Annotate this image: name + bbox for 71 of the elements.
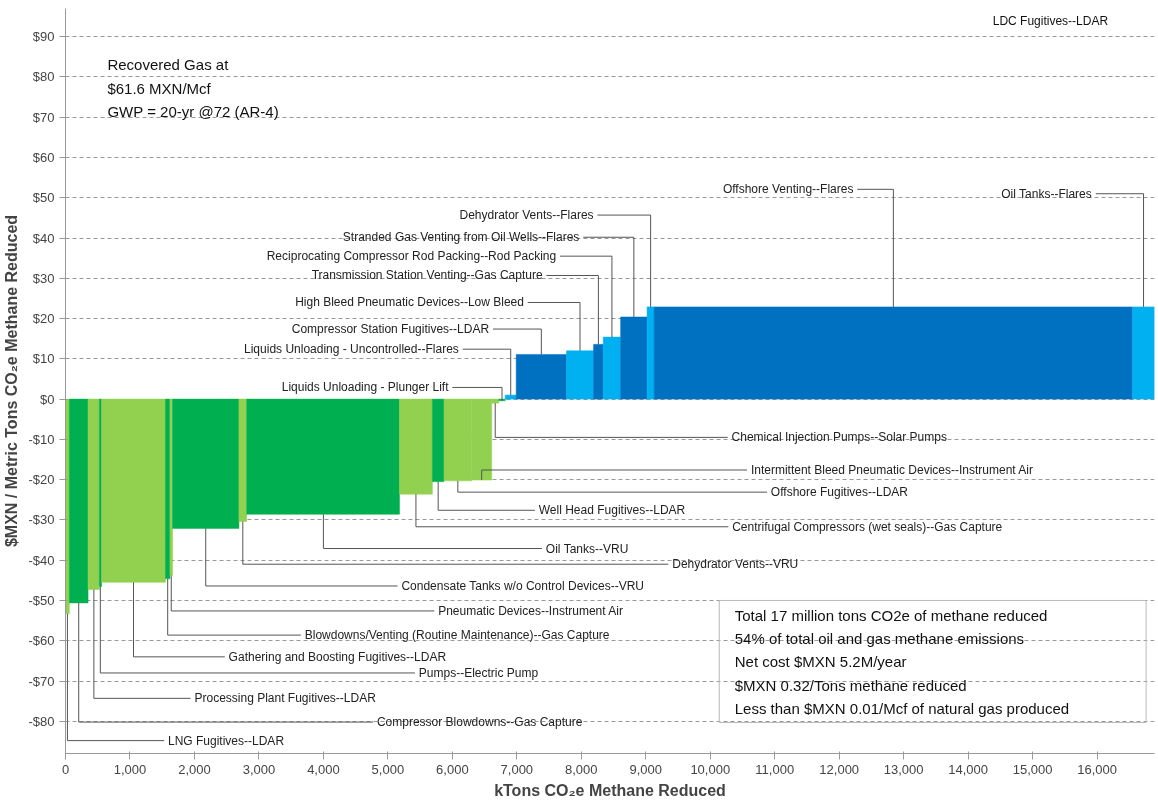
y-tick-label: -$80 — [28, 713, 55, 729]
y-tick-label: $0 — [40, 391, 55, 407]
y-tick-label: -$70 — [28, 673, 55, 689]
annotation: Pneumatic Devices--Instrument Air — [438, 603, 623, 618]
annotation: High Bleed Pneumatic Devices--Low Bleed — [295, 295, 524, 310]
x-tick-label: 0 — [61, 761, 70, 777]
y-tick-label: $80 — [32, 69, 55, 85]
annotation: Reciprocating Compressor Rod Packing--Rod Packing — [266, 249, 557, 264]
annotation: Net cost $MXN 5.2M/year — [734, 653, 907, 671]
annotation: Well Head Fugitives--LDAR — [538, 503, 686, 518]
x-tick-label: 14,000 — [948, 761, 989, 777]
annotation: Centrifugal Compressors (wet seals)--Gas Capture — [732, 519, 1003, 534]
x-tick-label: 16,000 — [1077, 761, 1117, 777]
annotation: Processing Plant Fugitives--LDAR — [194, 691, 377, 706]
annotation: Condensate Tanks w/o Control Devices--VRU — [401, 578, 644, 593]
x-tick-label: 7,000 — [500, 761, 534, 777]
annotation: Liquids Unloading - Uncontrolled--Flares — [244, 342, 459, 357]
y-tick-label: -$10 — [28, 431, 55, 447]
y-tick-label: $20 — [32, 311, 55, 327]
y-tick-label: $50 — [32, 190, 55, 206]
x-tick-label: 8,000 — [565, 761, 598, 777]
annotation: GWP = 20-yr @72 (AR-4) — [107, 103, 279, 121]
annotation: Dehydrator Vents--VRU — [672, 557, 799, 572]
y-tick-label: -$30 — [28, 512, 55, 528]
y-tick-label: -$40 — [28, 552, 55, 568]
x-tick-label: 15,000 — [1012, 761, 1053, 777]
y-tick-label: -$60 — [28, 633, 55, 649]
x-axis-title: kTons CO₂e Methane Reduced — [494, 781, 726, 799]
x-tick-label: 13,000 — [883, 761, 924, 777]
annotation: LNG Fugitives--LDAR — [168, 733, 285, 748]
y-tick-label: $10 — [32, 351, 55, 367]
annotation: Compressor Station Fugitives--LDAR — [291, 322, 490, 337]
x-tick-label: 12,000 — [819, 761, 860, 777]
y-tick-label: $40 — [32, 230, 55, 246]
annotation: Oil Tanks--VRU — [545, 541, 629, 556]
y-axis-title: $MXN / Metric Tons CO₂e Methane Reduced — [3, 214, 21, 548]
annotation: Offshore Venting--Flares — [722, 182, 854, 197]
annotation: Dehydrator Vents--Flares — [459, 208, 594, 223]
x-tick-label: 2,000 — [178, 761, 211, 777]
y-tick-label: $30 — [32, 270, 55, 286]
y-tick-label: $90 — [32, 29, 55, 45]
annotation: Intermittent Bleed Pneumatic Devices--Instrument Air — [750, 463, 1034, 477]
annotation: $61.6 MXN/Mcf — [107, 79, 212, 97]
annotation: Liquids Unloading - Plunger Lift — [281, 380, 450, 395]
annotation: Offshore Fugitives--LDAR — [770, 485, 909, 500]
annotation: Blowdowns/Venting (Routine Maintenance)--Gas Capture — [304, 628, 610, 643]
annotation: 54% of total oil and gas methane emissions — [734, 630, 1025, 648]
annotation: Recovered Gas at — [107, 56, 230, 74]
annotation: Less than $MXN 0.01/Mcf of natural gas produced — [734, 700, 1070, 718]
annotation: Oil Tanks--Flares — [1001, 186, 1092, 201]
annotation: LDC Fugitives--LDAR — [992, 13, 1109, 28]
x-tick-label: 6,000 — [436, 761, 469, 777]
annotation: Chemical Injection Pumps--Solar Pumps — [731, 430, 947, 445]
annotation: Stranded Gas Venting from Oil Wells--Flares — [342, 230, 580, 245]
y-tick-label: $60 — [32, 150, 55, 165]
annotation: Pumps--Electric Pump — [418, 665, 539, 680]
annotation: Transmission Station Venting--Gas Capture — [311, 268, 543, 283]
y-tick-label: $70 — [32, 109, 55, 125]
x-tick-label: 9,000 — [629, 761, 663, 777]
y-tick-label: -$50 — [28, 592, 55, 608]
x-tick-label: 3,000 — [242, 761, 276, 777]
annotation: $MXN 0.32/Tons methane reduced — [734, 676, 967, 694]
x-tick-label: 11,000 — [755, 761, 795, 777]
annotation: Compressor Blowdowns--Gas Capture — [376, 715, 583, 730]
annotation: Gathering and Boosting Fugitives--LDAR — [228, 649, 447, 664]
y-tick-label: -$20 — [28, 472, 55, 488]
x-tick-label: 1,000 — [113, 761, 147, 777]
x-tick-label: 4,000 — [307, 761, 340, 777]
x-tick-label: 10,000 — [690, 761, 731, 777]
annotation: Total 17 million tons CO2e of methane reduced — [734, 606, 1048, 624]
x-tick-label: 5,000 — [371, 761, 405, 777]
